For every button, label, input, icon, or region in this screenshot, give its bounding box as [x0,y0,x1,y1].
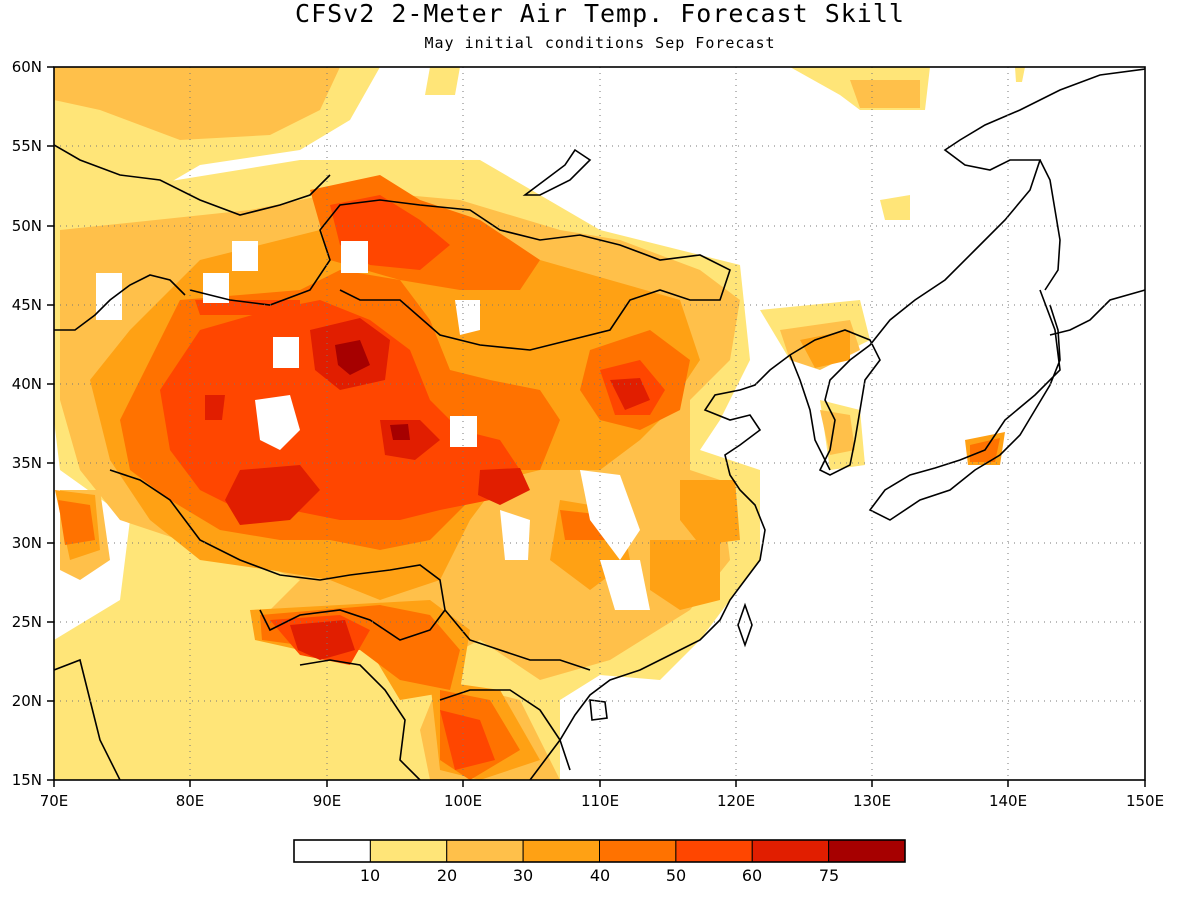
colorbar-label: 40 [590,866,610,885]
map-title: CFSv2 2-Meter Air Temp. Forecast Skill [295,0,905,28]
bay-of-bengal-coast [299,659,421,780]
russia-kazakhstan-border [54,144,331,216]
lat-tick-label: 50N [12,217,42,235]
masked-lake-cells [96,241,650,610]
kamchatka-coast [1049,289,1145,336]
hainan-coast [589,699,608,721]
colorbar-label: 75 [819,866,839,885]
lat-tick-label: 45N [12,296,42,314]
lat-tick-label: 30N [12,534,42,552]
lon-tick-label: 120E [717,792,755,810]
lon-tick-label: 100E [444,792,482,810]
taiwan-coast [737,602,753,648]
indochina-border [444,609,591,671]
tick-marks [47,66,1146,787]
colorbar-swatches [293,839,906,863]
lat-tick-label: 20N [12,692,42,710]
japan-coast [868,289,1061,521]
baikal-coast [522,148,592,196]
lat-tick-label: 25N [12,613,42,631]
lat-tick-label: 60N [12,58,42,76]
lat-tick-label: 35N [12,454,42,472]
lon-tick-label: 90E [313,792,342,810]
map-subtitle: May initial conditions Sep Forecast [424,34,776,52]
skill-level-75 [335,340,410,440]
sakhalin-coast [1039,159,1061,291]
colorbar-swatch [369,839,448,863]
gridlines [54,67,1145,780]
colorbar-label: 50 [666,866,686,885]
lon-tick-label: 70E [40,792,69,810]
lat-tick-label: 40N [12,375,42,393]
coastlines-and-borders [54,68,1145,780]
colorbar-swatch [828,839,906,863]
lat-tick-label: 55N [12,137,42,155]
colorbar-swatch [522,839,600,863]
mongolia-china-border [189,199,731,351]
lon-tick-label: 80E [176,792,205,810]
lon-tick-label: 110E [581,792,619,810]
colorbar-swatch [675,839,753,863]
colorbar: 10 20 30 40 50 60 75 [293,839,906,885]
colorbar-swatch [293,839,371,863]
india-coast [54,658,121,780]
tibet-himalaya-border [109,469,446,641]
lon-tick-label: 140E [989,792,1027,810]
colorbar-frame [293,839,906,863]
korea-coast [789,354,831,471]
colorbar-labels: 10 20 30 40 50 60 75 [360,866,839,885]
caspian-aral-coast [54,274,186,331]
colorbar-swatch [751,839,830,863]
lon-tick-label: 150E [1126,792,1164,810]
colorbar-label: 60 [742,866,762,885]
colorbar-label: 10 [360,866,380,885]
lat-tick-label: 15N [12,771,42,789]
colorbar-swatch [599,839,677,863]
southeast-asia-coast [439,689,571,771]
lon-tick-label: 130E [853,792,891,810]
colorbar-label: 20 [437,866,457,885]
skill-shading [54,67,1025,780]
colorbar-label: 30 [513,866,533,885]
latitude-labels: 60N 55N 50N 45N 40N 35N 30N 25N 20N 15N [12,58,42,789]
colorbar-swatch [446,839,524,863]
longitude-labels: 70E 80E 90E 100E 110E 120E 130E 140E 150… [40,792,1164,810]
